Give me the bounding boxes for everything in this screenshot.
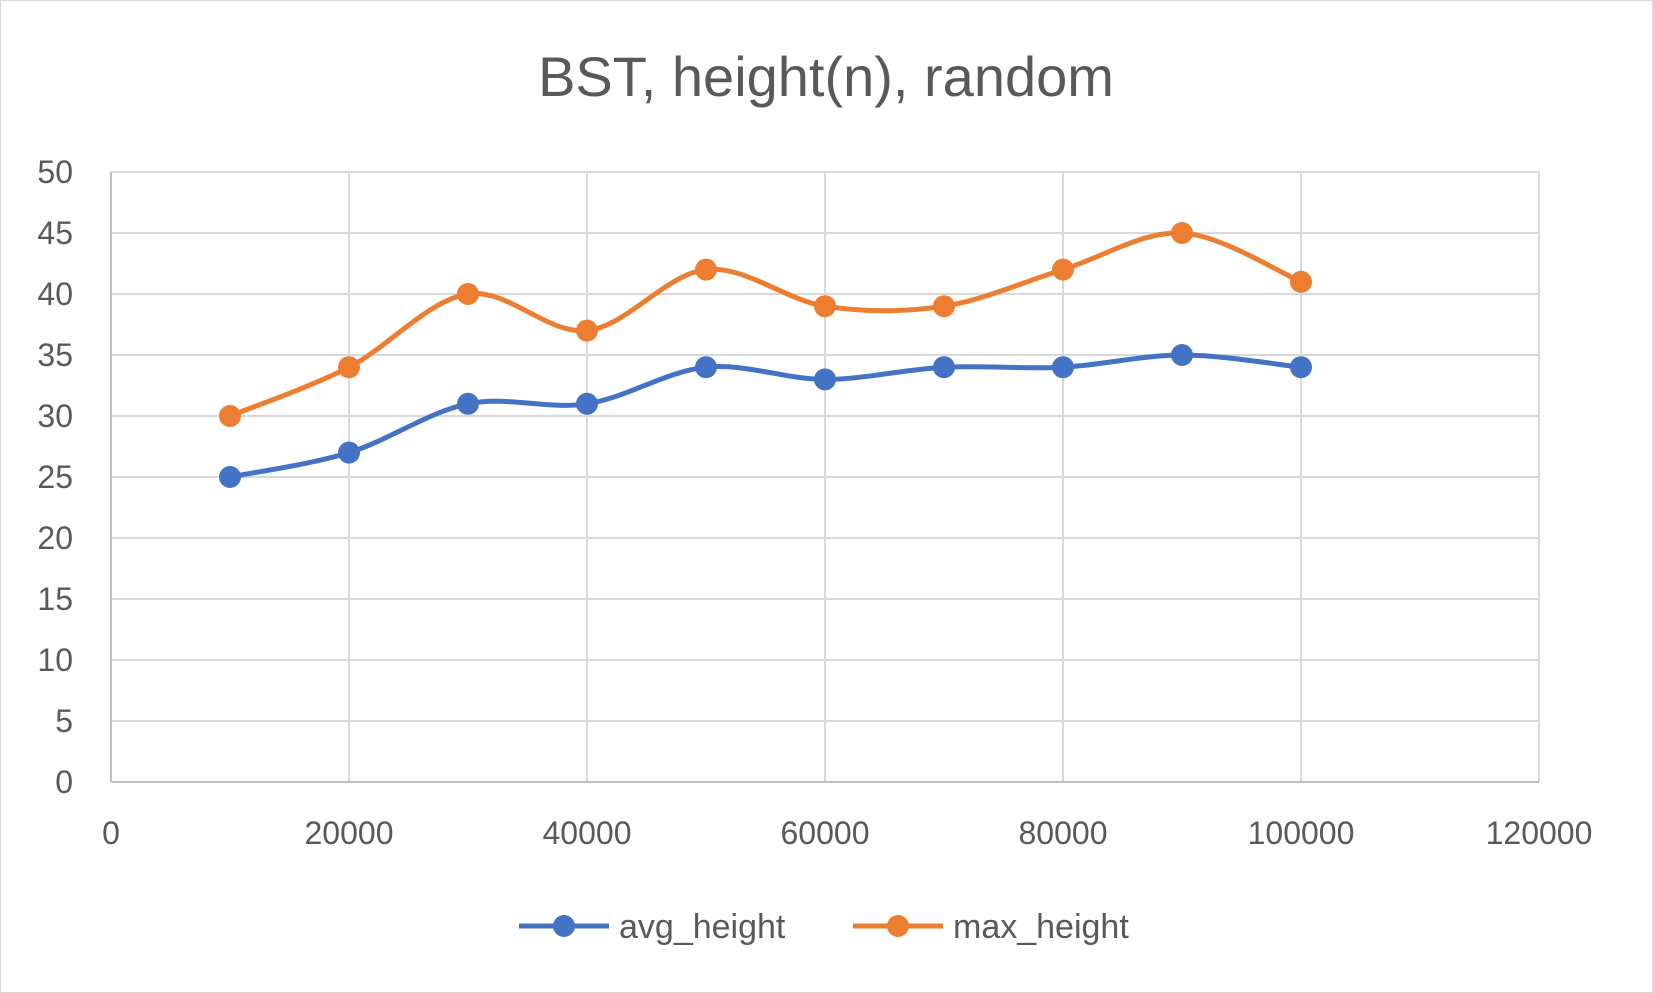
data-point xyxy=(576,319,598,342)
y-tick-label: 35 xyxy=(37,337,73,373)
y-tick-label: 0 xyxy=(55,764,73,800)
data-point xyxy=(219,466,241,488)
series-line xyxy=(227,352,1304,480)
y-tick-label: 10 xyxy=(37,642,73,678)
x-tick-label: 40000 xyxy=(543,815,632,851)
y-tick-label: 45 xyxy=(37,215,73,251)
y-tick-label: 50 xyxy=(37,154,73,190)
legend-label: max_height xyxy=(953,908,1129,946)
data-point xyxy=(457,283,479,305)
data-point xyxy=(1052,258,1074,281)
x-tick-label: 80000 xyxy=(1019,815,1108,851)
legend-item-max_height: max_height xyxy=(853,908,1129,946)
x-tick-label: 20000 xyxy=(305,815,394,851)
x-tick-label: 60000 xyxy=(781,815,870,851)
data-point xyxy=(814,368,836,391)
chart-title: BST, height(n), random xyxy=(538,45,1114,108)
data-point xyxy=(1052,356,1074,379)
y-tick-label: 15 xyxy=(37,581,73,617)
data-point xyxy=(695,258,717,281)
data-point xyxy=(933,356,955,379)
series-line xyxy=(227,230,1304,419)
gridlines xyxy=(111,171,1540,782)
y-tick-label: 25 xyxy=(37,459,73,495)
data-point xyxy=(1290,270,1312,293)
y-tick-label: 20 xyxy=(37,520,73,556)
y-tick-label: 30 xyxy=(37,398,73,434)
x-tick-label: 100000 xyxy=(1248,815,1355,851)
legend: avg_height max_height xyxy=(519,908,1129,946)
data-point xyxy=(1171,222,1193,244)
y-tick-label: 5 xyxy=(55,703,73,739)
series-max_height xyxy=(219,222,1312,427)
data-point xyxy=(695,356,717,379)
x-tick-label: 120000 xyxy=(1486,815,1593,851)
data-point xyxy=(1171,344,1193,366)
y-tick-label: 40 xyxy=(37,276,73,312)
legend-item-avg_height: avg_height xyxy=(519,908,786,946)
series-avg_height xyxy=(219,344,1312,488)
legend-label: avg_height xyxy=(619,908,786,946)
legend-marker xyxy=(553,915,575,937)
data-point xyxy=(338,356,360,379)
axes: 0 5 10 15 20 25 30 35 40 45 50 0 20000 40000 60000 8000… xyxy=(37,154,1592,851)
data-point xyxy=(576,392,598,415)
x-tick-label: 0 xyxy=(102,815,120,851)
data-point xyxy=(814,295,836,318)
data-point xyxy=(1290,356,1312,379)
legend-marker xyxy=(887,915,909,937)
data-point xyxy=(933,295,955,318)
data-point xyxy=(457,392,479,415)
series-layer xyxy=(219,222,1312,488)
data-point xyxy=(338,441,360,464)
data-point xyxy=(219,405,241,427)
